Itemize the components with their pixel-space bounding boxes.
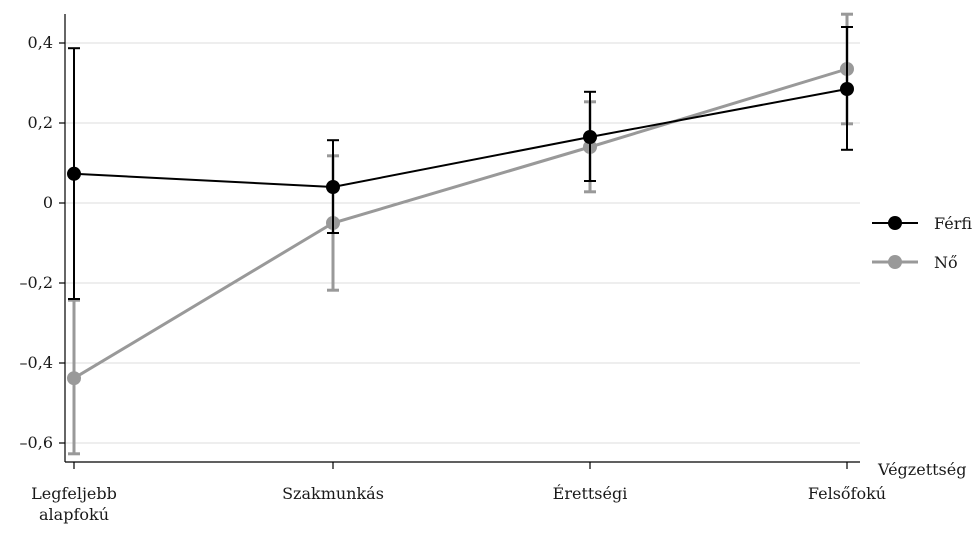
legend-swatch-marker xyxy=(888,255,902,269)
legend-item: Nő xyxy=(872,253,958,272)
series-layer xyxy=(67,12,854,456)
series-line xyxy=(73,88,848,189)
y-tick-label: 0 xyxy=(43,193,53,212)
legend-label: Nő xyxy=(934,253,958,272)
x-axis-title: Végzettség xyxy=(877,460,966,479)
data-point xyxy=(67,371,81,386)
y-tick-label: –0,4 xyxy=(20,353,53,372)
legend-item: Férfi xyxy=(872,214,972,233)
data-point xyxy=(583,130,597,144)
y-tick-label: 0,4 xyxy=(28,33,53,52)
series-ferfi xyxy=(67,26,854,300)
y-tick-label: 0,2 xyxy=(28,113,53,132)
legend-label: Férfi xyxy=(934,214,972,233)
x-category-label-line: alapfokú xyxy=(39,505,109,524)
series-no xyxy=(67,12,854,456)
x-category-label-line: Legfeljebb xyxy=(31,484,117,503)
x-category-label-line: Érettségi xyxy=(553,483,628,503)
series-line xyxy=(73,67,848,380)
legend: Férfi Nő xyxy=(872,214,972,272)
x-category-label: Legfeljebb alapfokú xyxy=(31,484,117,524)
data-point xyxy=(326,180,340,194)
x-category-label: Érettségi xyxy=(553,483,628,503)
gridlines xyxy=(65,42,860,444)
x-category-label: Szakmunkás xyxy=(282,484,384,503)
axes: –0,6 –0,4 –0,2 0 0,2 0,4 Legfeljebb alapfokú Sza… xyxy=(20,14,966,524)
data-point xyxy=(67,166,81,181)
y-tick-label: –0,6 xyxy=(20,433,53,452)
legend-swatch-marker xyxy=(888,216,902,230)
x-category-label: Felsőfokú xyxy=(808,484,886,503)
data-point xyxy=(840,82,854,96)
x-category-label-line: Szakmunkás xyxy=(282,484,384,503)
y-tick-label: –0,2 xyxy=(20,273,53,292)
x-category-label-line: Felsőfokú xyxy=(808,484,886,503)
